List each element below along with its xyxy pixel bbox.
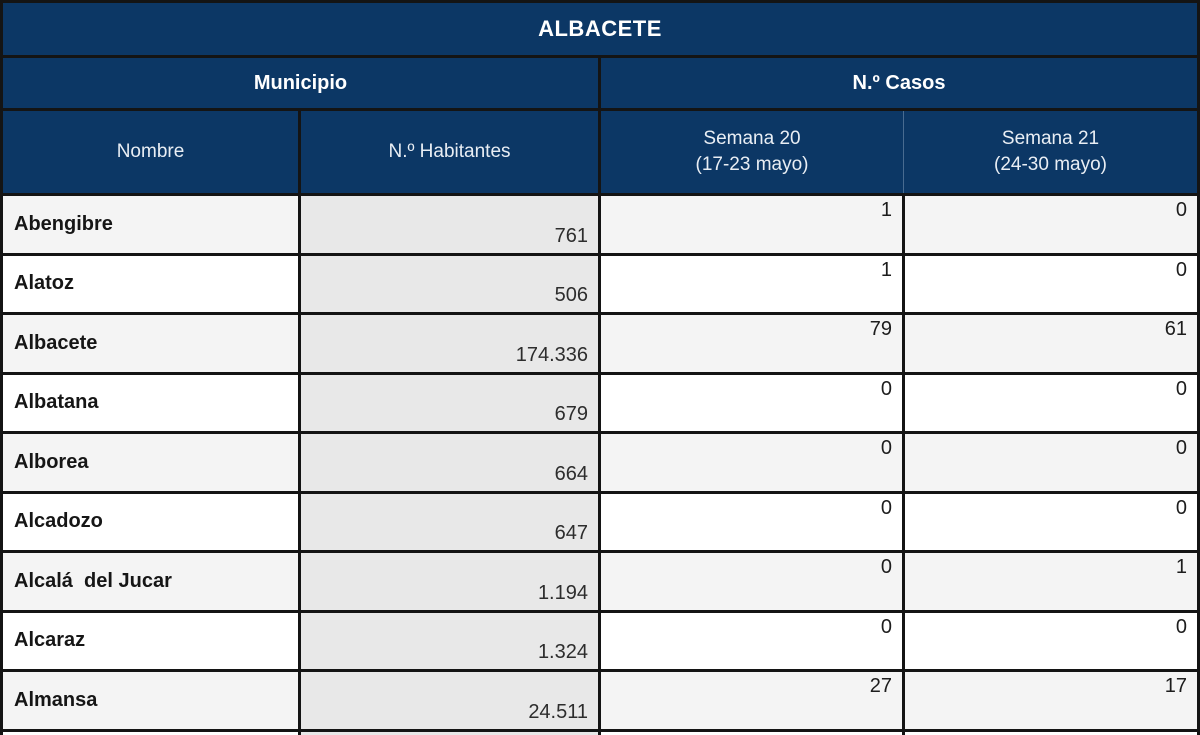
province-title: ALBACETE: [3, 3, 1197, 55]
semana-21-value: 0: [905, 493, 1197, 550]
semana-20-value: 1: [601, 255, 902, 312]
semana-21-value: 61: [905, 315, 1197, 372]
habitantes-value: 1.194: [301, 553, 598, 610]
municipality-name: Alatoz: [3, 255, 298, 312]
municipality-name: Alcadozo: [3, 493, 298, 550]
semana-20-value: 1: [601, 196, 902, 253]
semana-21-label: Semana 21: [1001, 128, 1100, 149]
column-header-weeks: Semana 20 (17-23 mayo) Semana 21 (24-30 …: [601, 111, 1197, 193]
municipality-name: Abengibre: [3, 196, 298, 253]
semana-20-value: 27: [601, 672, 902, 729]
column-header-semana-20: Semana 20 (17-23 mayo): [601, 111, 903, 193]
semana-20-value: 0: [601, 493, 902, 550]
habitantes-value: 761: [301, 196, 598, 253]
municipality-name: Almansa: [3, 672, 298, 729]
habitantes-value: 1.324: [301, 612, 598, 669]
semana-21-dates: (24-30 mayo): [994, 154, 1107, 175]
municipality-name: Alcaraz: [3, 612, 298, 669]
habitantes-value: 647: [301, 493, 598, 550]
habitantes-value: 174.336: [301, 315, 598, 372]
clipped-next-row-cell: [301, 731, 598, 735]
semana-21-value: 17: [905, 672, 1197, 729]
habitantes-value: 24.511: [301, 672, 598, 729]
semana-20-value: 0: [601, 374, 902, 431]
group-header-casos: N.º Casos: [601, 58, 1197, 108]
semana-21-value: 0: [905, 374, 1197, 431]
semana-21-value: 1: [905, 553, 1197, 610]
municipality-name: Albacete: [3, 315, 298, 372]
column-header-nombre: Nombre: [3, 111, 298, 193]
semana-21-value: 0: [905, 255, 1197, 312]
habitantes-value: 664: [301, 434, 598, 491]
clipped-next-row-cell: [601, 731, 902, 735]
clipped-next-row-cell: [3, 731, 298, 735]
column-header-habitantes: N.º Habitantes: [301, 111, 598, 193]
municipality-name: Albatana: [3, 374, 298, 431]
municipality-name: Alcalá del Jucar: [3, 553, 298, 610]
semana-20-dates: (17-23 mayo): [695, 154, 809, 175]
semana-20-value: 0: [601, 612, 902, 669]
semana-21-value: 0: [905, 612, 1197, 669]
group-header-municipio: Municipio: [3, 58, 598, 108]
habitantes-value: 679: [301, 374, 598, 431]
semana-20-value: 79: [601, 315, 902, 372]
semana-21-value: 0: [905, 434, 1197, 491]
semana-20-value: 0: [601, 434, 902, 491]
semana-20-value: 0: [601, 553, 902, 610]
municipality-name: Alborea: [3, 434, 298, 491]
column-header-semana-21: Semana 21 (24-30 mayo): [903, 111, 1197, 193]
habitantes-value: 506: [301, 255, 598, 312]
semana-20-label: Semana 20: [703, 128, 801, 149]
semana-21-value: 0: [905, 196, 1197, 253]
clipped-next-row-cell: [905, 731, 1197, 735]
